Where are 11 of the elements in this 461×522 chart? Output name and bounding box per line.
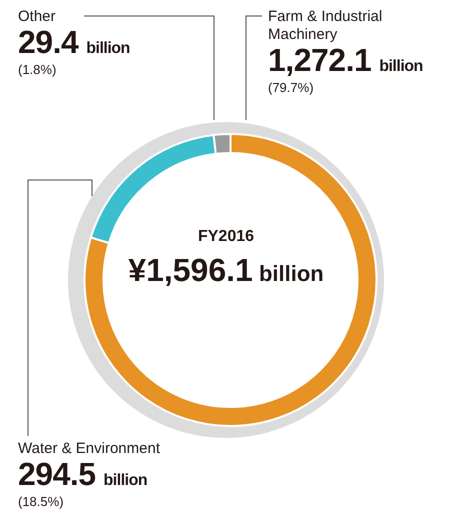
- text: (18.5%): [18, 494, 65, 509]
- slice-label: Farm & Industrial Machinery: [268, 8, 384, 44]
- slice-label: Water & Environment: [18, 440, 160, 458]
- data-label: 29.4 billion: [18, 24, 130, 60]
- text: (79.7%): [268, 80, 315, 95]
- text: ¥1,596.1 billion: [128, 252, 324, 288]
- slice-label: Other: [18, 8, 57, 26]
- data-label: 294.5 billion: [18, 456, 148, 492]
- text: FY2016: [196, 228, 256, 246]
- text: (1.8%): [18, 62, 58, 77]
- data-label: 1,272.1 billion: [268, 42, 423, 78]
